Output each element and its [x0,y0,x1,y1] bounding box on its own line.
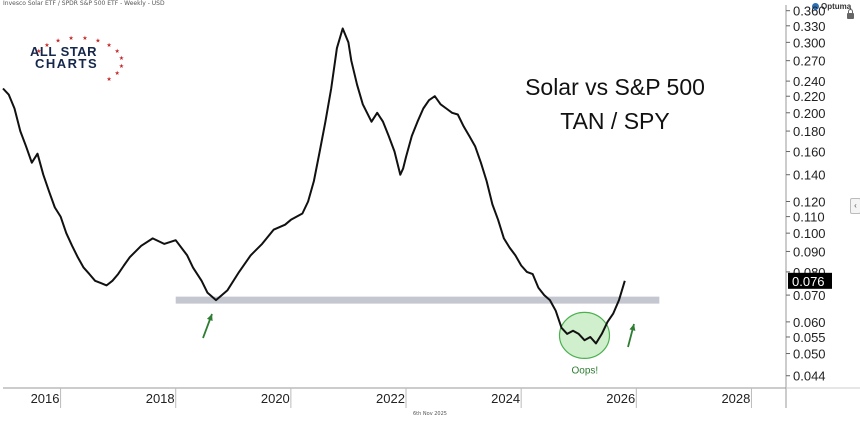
y-tick-label: 0.240 [793,74,826,89]
logo-star-icon: ★ [68,35,73,42]
logo-star-icon: ★ [95,37,100,44]
y-tick-label: 0.110 [793,210,825,225]
arrow-2018-low-head [206,314,213,321]
lock-icon[interactable] [847,9,854,19]
y-tick-label: 0.140 [793,168,826,183]
optuma-brand: Optuma [812,2,851,11]
logo-line1: ALL STAR [30,44,98,59]
y-tick-label: 0.044 [793,369,826,384]
y-tick-label: 0.060 [793,315,826,330]
x-tick-label: 2028 [721,391,750,406]
tan-spy-ratio-line [2,27,626,345]
y-tick-label: 0.120 [793,194,826,209]
y-tick-label: 0.055 [793,330,826,345]
logo-star-icon: ★ [82,35,87,42]
logo-line2: CHARTS [35,56,99,71]
y-tick-label: 0.180 [793,124,826,139]
optuma-brand-label: Optuma [821,2,852,11]
x-tick-label: 2024 [491,391,520,406]
y-tick-label: 0.100 [793,226,826,241]
logo-star-icon: ★ [115,70,120,77]
collapse-panel-button[interactable]: ‹ [850,198,860,214]
logo-star-icon: ★ [106,42,111,49]
oops-label: Oops! [571,365,598,376]
y-tick-label: 0.270 [793,54,826,69]
last-value-label: 0.076 [792,274,825,289]
oops-circle [558,311,611,360]
chart-symbol-header: Invesco Solar ETF / SPDR S&P 500 ETF - W… [3,0,165,7]
support-band [175,296,660,304]
y-tick-label: 0.360 [793,4,826,19]
y-tick-label: 0.200 [793,106,826,121]
logo-star-icon: ★ [44,42,49,49]
chart-title: Solar vs S&P 500 [525,74,705,100]
logo-star-icon: ★ [119,63,124,70]
logo-star-icon: ★ [55,37,60,44]
last-value-label-bg [788,272,832,289]
x-tick-label: 2018 [146,391,175,406]
logo-star-icon: ★ [115,48,120,55]
y-tick-label: 0.220 [793,89,826,104]
y-tick-label: 0.090 [793,244,826,259]
chart-subtitle: TAN / SPY [560,108,670,134]
x-tick-label: 2016 [31,391,60,406]
logo-star-icon: ★ [119,55,124,62]
optuma-logo-icon [812,3,819,11]
y-tick-label: 0.070 [793,288,826,303]
x-tick-label: 2022 [376,391,405,406]
logo-star-icon: ★ [36,48,41,55]
logo-star-icon: ★ [106,76,111,83]
x-tick-label: 2026 [606,391,635,406]
y-tick-label: 0.050 [793,347,826,362]
y-tick-label: 0.330 [793,19,826,34]
all-star-charts-logo: ALL STAR CHARTS [30,40,120,80]
arrow-2025-reclaim-head [629,324,636,331]
x-tick-label: 2020 [261,391,290,406]
y-tick-label: 0.160 [793,145,826,160]
y-tick-label: 0.300 [793,35,826,50]
chart-date-footer: 6th Nov 2025 [413,411,447,417]
